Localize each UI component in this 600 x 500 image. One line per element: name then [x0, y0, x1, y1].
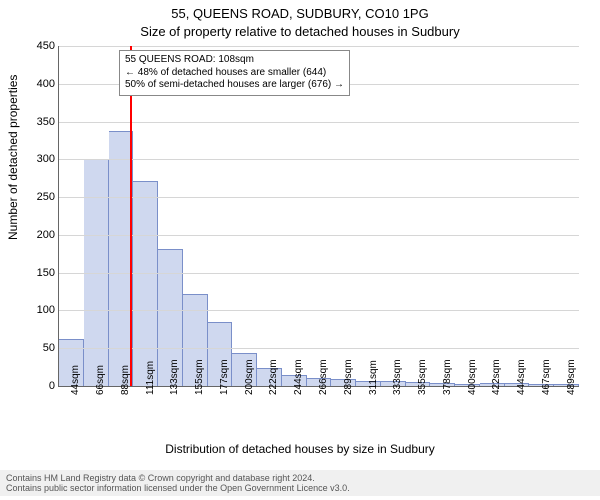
gridline: [59, 159, 579, 160]
annotation-box: 55 QUEENS ROAD: 108sqm ← 48% of detached…: [119, 50, 350, 96]
x-axis-label: Distribution of detached houses by size …: [0, 442, 600, 456]
y-axis-label: Number of detached properties: [6, 75, 20, 240]
gridline: [59, 122, 579, 123]
bar: [133, 181, 158, 387]
annotation-line2: ← 48% of detached houses are smaller (64…: [125, 67, 344, 80]
gridline: [59, 348, 579, 349]
x-tick-label: 467sqm: [541, 383, 552, 395]
x-tick-label: 333sqm: [392, 383, 403, 395]
x-tick-label: 489sqm: [566, 383, 577, 395]
gridline: [59, 197, 579, 198]
x-tick-label: 400sqm: [467, 383, 478, 395]
y-tick-label: 450: [30, 40, 55, 52]
annotation-line1: 55 QUEENS ROAD: 108sqm: [125, 54, 344, 67]
x-tick-label: 44sqm: [70, 383, 81, 395]
y-tick-label: 350: [30, 116, 55, 128]
x-tick-label: 200sqm: [244, 383, 255, 395]
y-tick-label: 300: [30, 153, 55, 165]
x-tick-label: 266sqm: [318, 383, 329, 395]
x-tick-label: 244sqm: [293, 383, 304, 395]
x-tick-label: 155sqm: [194, 383, 205, 395]
x-tick-label: 177sqm: [219, 383, 230, 395]
annotation-line3: 50% of semi-detached houses are larger (…: [125, 79, 344, 92]
reference-line: [130, 46, 132, 386]
y-tick-label: 150: [30, 267, 55, 279]
gridline: [59, 46, 579, 47]
y-tick-label: 100: [30, 304, 55, 316]
x-tick-label: 422sqm: [491, 383, 502, 395]
y-tick-label: 400: [30, 78, 55, 90]
chart-title-line1: 55, QUEENS ROAD, SUDBURY, CO10 1PG: [0, 6, 600, 21]
x-tick-label: 311sqm: [368, 383, 379, 395]
bars-layer: [59, 46, 579, 386]
gridline: [59, 273, 579, 274]
x-tick-label: 111sqm: [145, 383, 156, 395]
chart-title-line2: Size of property relative to detached ho…: [0, 24, 600, 39]
plot-area: 55 QUEENS ROAD: 108sqm ← 48% of detached…: [58, 46, 579, 387]
x-ticks: 44sqm 66sqm 88sqm 111sqm 133sqm 155sqm 177sqm 2…: [58, 386, 578, 438]
chart-container: 55, QUEENS ROAD, SUDBURY, CO10 1PG Size …: [0, 0, 600, 500]
x-tick-label: 355sqm: [417, 383, 428, 395]
gridline: [59, 235, 579, 236]
y-tick-label: 0: [30, 380, 55, 392]
y-tick-label: 50: [30, 342, 55, 354]
x-tick-label: 378sqm: [442, 383, 453, 395]
x-tick-label: 133sqm: [169, 383, 180, 395]
x-tick-label: 222sqm: [268, 383, 279, 395]
footer-line2: Contains public sector information licen…: [6, 483, 594, 493]
footer-line1: Contains HM Land Registry data © Crown c…: [6, 473, 594, 483]
y-tick-label: 250: [30, 191, 55, 203]
x-tick-label: 289sqm: [343, 383, 354, 395]
y-tick-label: 200: [30, 229, 55, 241]
gridline: [59, 310, 579, 311]
x-tick-label: 66sqm: [95, 383, 106, 395]
x-tick-label: 444sqm: [516, 383, 527, 395]
x-tick-label: 88sqm: [120, 383, 131, 395]
footer: Contains HM Land Registry data © Crown c…: [0, 470, 600, 496]
